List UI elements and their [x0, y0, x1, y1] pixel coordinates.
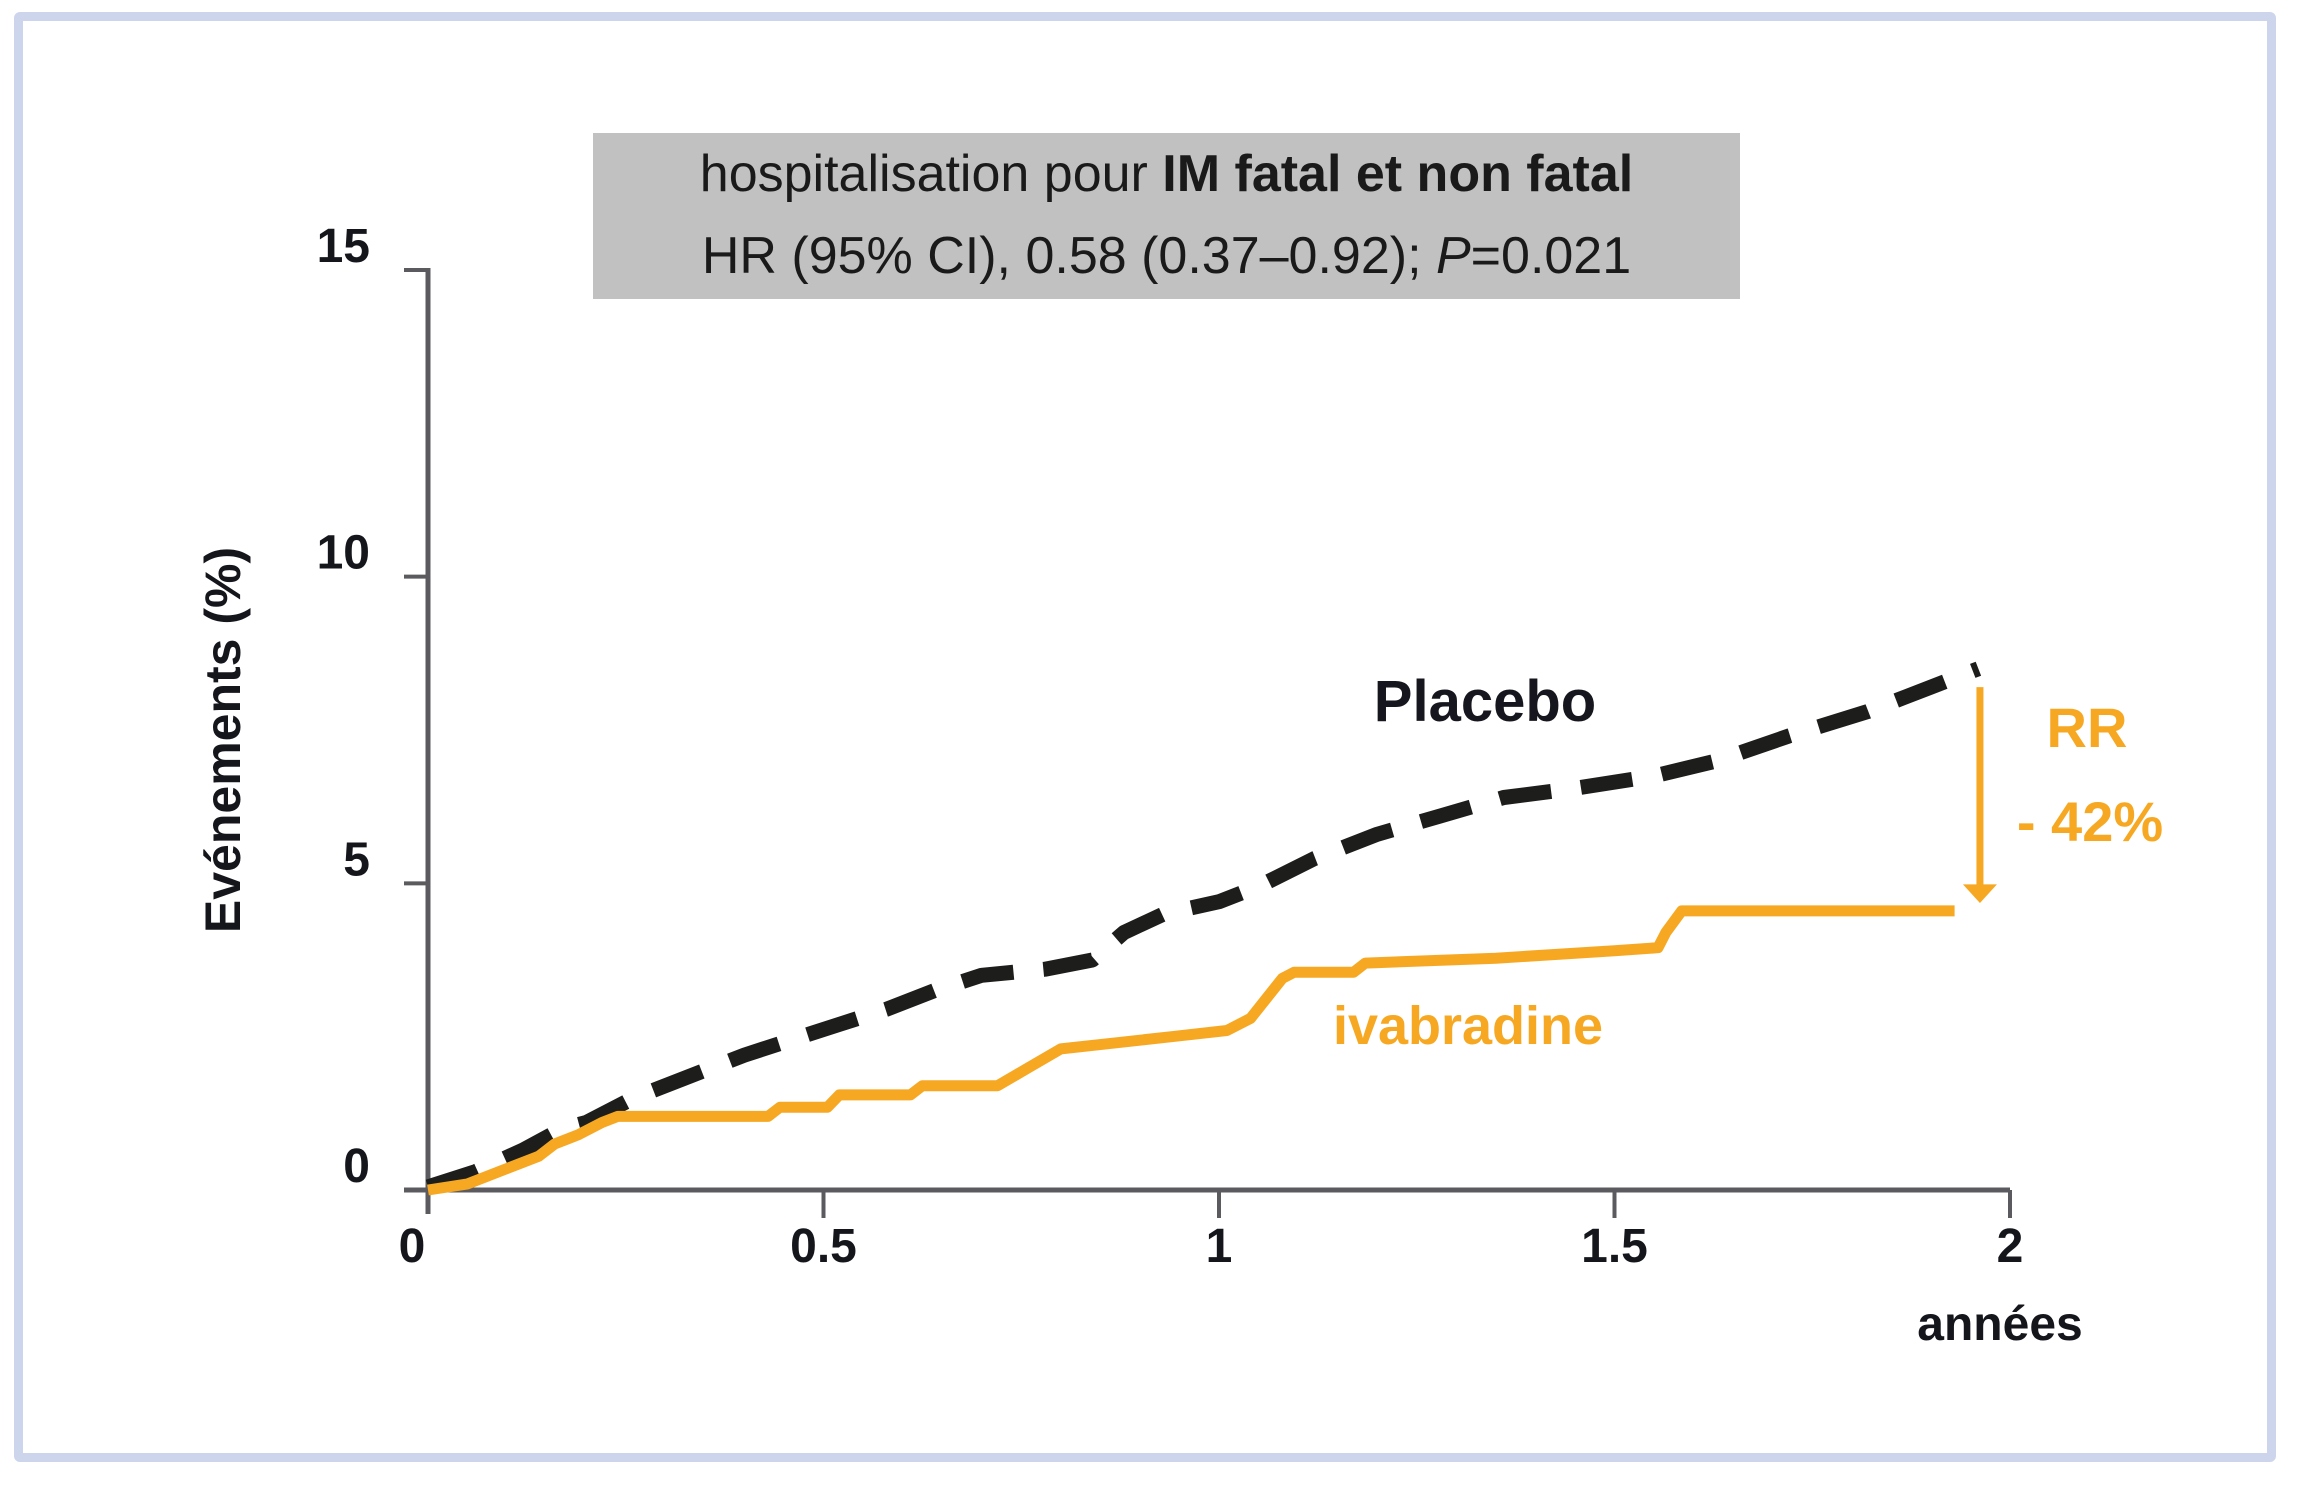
ivabradine-curve	[427, 905, 1955, 1196]
y-tick-label-0: 0	[343, 1140, 370, 1193]
y-tick-label-15: 15	[317, 220, 370, 273]
x-tick-label-0.5: 0.5	[790, 1220, 857, 1273]
x-tick-label-0: 0	[399, 1220, 426, 1273]
rr-percent-label: - 42%	[2017, 790, 2163, 853]
chart-title-box: hospitalisation pour IM fatal et non fat…	[593, 133, 1740, 299]
rr-arrow-head	[1962, 884, 1997, 903]
rr-label: RR	[2047, 696, 2128, 759]
y-tick-label-10: 10	[317, 527, 370, 580]
y-tick-label-5: 5	[343, 833, 370, 886]
x-tick-label-1: 1	[1206, 1220, 1233, 1273]
ivabradine-series-label: ivabradine	[1333, 996, 1603, 1056]
title-line-1: hospitalisation pour IM fatal et non fat…	[699, 145, 1634, 203]
placebo-series-label: Placebo	[1374, 669, 1596, 734]
placebo-curve	[425, 661, 1982, 1195]
y-axis-title: Evénements (%)	[195, 547, 251, 933]
x-axis-title: années	[1917, 1298, 2082, 1351]
y-axis-ticks: 0 5 10 15	[317, 220, 428, 1193]
x-axis-ticks: 0 0.5 1 1.5 2	[399, 1190, 2024, 1273]
x-tick-label-1.5: 1.5	[1581, 1220, 1648, 1273]
x-tick-label-2: 2	[1997, 1220, 2024, 1273]
title-line-2: HR (95% CI), 0.58 (0.37–0.92); P=0.021	[701, 227, 1632, 285]
